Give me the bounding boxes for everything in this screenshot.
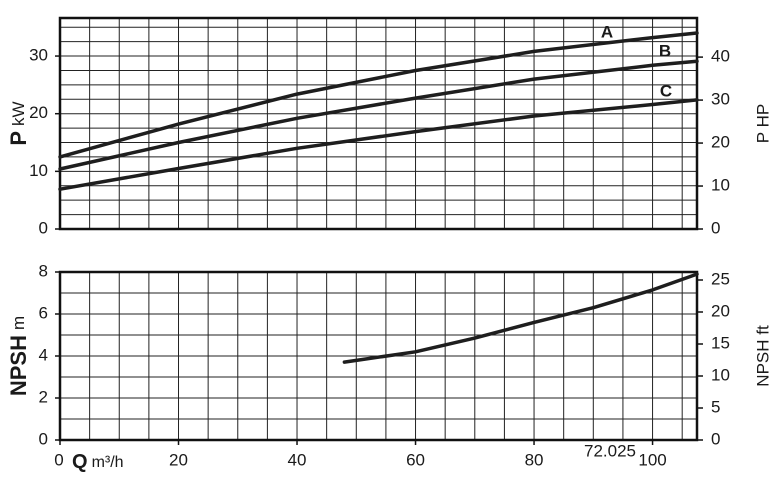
x-tick-label: 60 [406,450,425,469]
data-line [58,59,699,171]
y2-axis-label: NPSH ft [753,325,772,387]
y-axis-label: PkW [6,101,31,145]
data-line [58,98,699,191]
series-label: A [601,22,613,41]
y2-tick-label: 20 [711,133,730,152]
data-line [342,272,699,364]
y-tick-label: 4 [39,345,48,364]
y2-tick-label: 20 [711,301,730,320]
x-axis-unit: m³/h [92,454,124,471]
y-tick-label: 0 [39,218,48,237]
y2-tick-label: 0 [711,429,720,448]
y-tick-label: 6 [39,303,48,322]
y2-tick-label: 10 [711,365,730,384]
y2-tick-label: 30 [711,90,730,109]
x-tick-label: 0 [54,450,63,469]
x-axis-symbol: Q [72,451,88,473]
x-tick-label: 40 [288,450,307,469]
series-label: B [659,41,671,60]
y2-tick-label: 25 [711,269,730,288]
y2-tick-label: 40 [711,47,730,66]
y2-tick-label: 0 [711,218,720,237]
y-axis-unit: m [9,316,28,330]
y-tick-label: 8 [39,261,48,280]
y2-tick-label: 10 [711,176,730,195]
y2-tick-label: 15 [711,333,730,352]
note: 72.025 [584,441,636,460]
y-axis-label: NPSH m [6,316,31,396]
y-axis-symbol: P [6,131,31,146]
y-axis-symbol: NPSH [6,335,31,396]
y-tick-label: 2 [39,387,48,406]
x-tick-label: 100 [638,450,666,469]
plot-frame [58,16,699,231]
y-tick-label: 20 [29,103,48,122]
y-axis-unit: kW [9,101,28,126]
y-tick-label: 0 [39,429,48,448]
y2-tick-label: 5 [711,397,720,416]
y-tick-label: 10 [29,161,48,180]
series-label: C [660,81,672,100]
y-tick-label: 30 [29,46,48,65]
y2-axis-label: P HP [753,104,772,143]
x-tick-label: 80 [525,450,544,469]
data-line [58,31,699,159]
x-tick-label: 20 [169,450,188,469]
